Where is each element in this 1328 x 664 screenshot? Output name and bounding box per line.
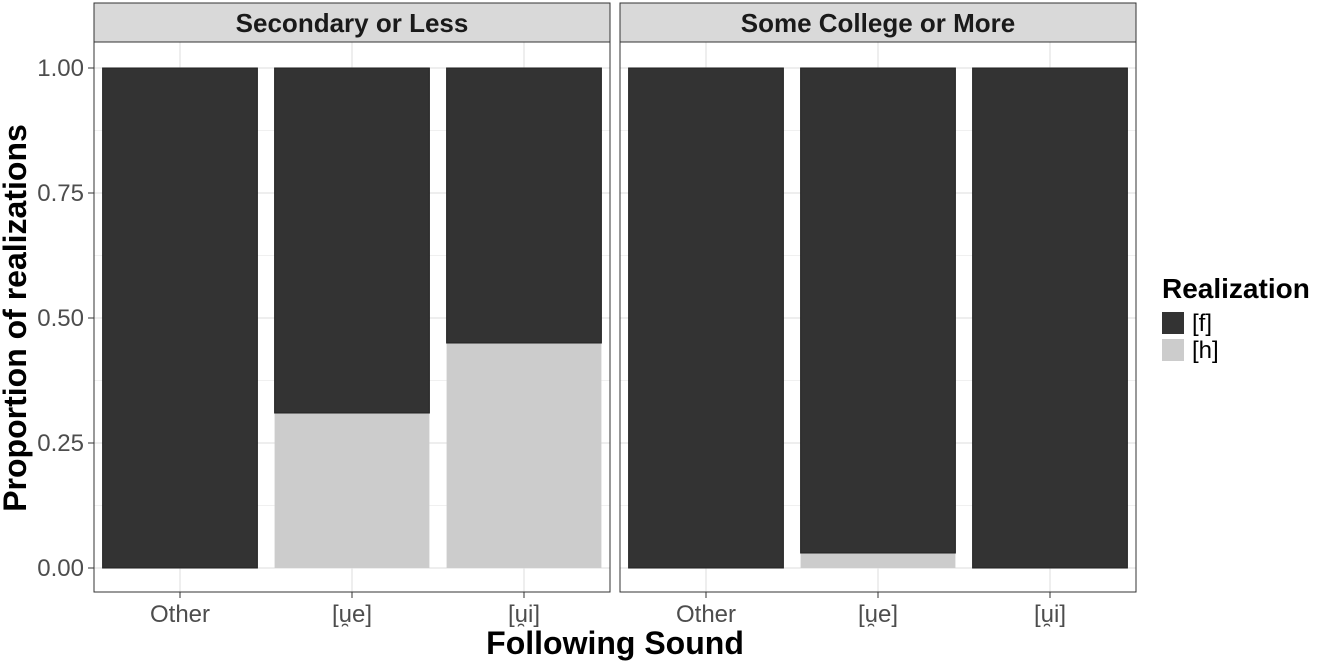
- legend-title: Realization: [1162, 273, 1310, 304]
- y-tick-labels: 0.00 0.25 0.50 0.75 1.00: [37, 55, 94, 582]
- facet-strip-label: Some College or More: [741, 8, 1016, 38]
- x-tick-label: [u̯i]: [1034, 601, 1066, 628]
- facet-strip: [619, 2, 1137, 43]
- bar-segment: [274, 67, 430, 414]
- facet-panel: Some College or More Other [u̯e] [u̯i]: [619, 2, 1137, 628]
- legend-label: [f]: [1192, 310, 1212, 337]
- y-axis-title: Proportion of realizations: [0, 124, 33, 512]
- bar-segment: [274, 413, 430, 568]
- y-tick-label: 1.00: [37, 55, 84, 82]
- y-tick-label: 0.25: [37, 430, 84, 457]
- legend: Realization [f][h]: [1162, 273, 1310, 364]
- bar-segment: [102, 67, 258, 569]
- x-tick-label: Other: [676, 601, 736, 628]
- facet-panel: Secondary or Less Other [u̯e] [u̯i]: [93, 2, 611, 628]
- y-tick-label: 0.75: [37, 180, 84, 207]
- x-tick-label: [u̯e]: [332, 601, 372, 628]
- x-tick-label: Other: [150, 601, 210, 628]
- y-tick-label: 0.50: [37, 305, 84, 332]
- facet-strip: [93, 2, 611, 43]
- bar-segment: [800, 553, 956, 568]
- x-tick-label: [u̯e]: [858, 601, 898, 628]
- bar-segment: [800, 67, 956, 554]
- legend-label: [h]: [1192, 337, 1219, 364]
- bar-segment: [628, 67, 784, 569]
- bar-segment: [446, 343, 602, 568]
- facet-strip-label: Secondary or Less: [236, 8, 469, 38]
- legend-swatch: [1162, 312, 1184, 334]
- x-tick-label: [u̯i]: [508, 601, 540, 628]
- x-axis-title: Following Sound: [486, 625, 744, 661]
- legend-swatch: [1162, 339, 1184, 361]
- bar-segment: [446, 67, 602, 344]
- y-tick-label: 0.00: [37, 555, 84, 582]
- bar-segment: [972, 67, 1128, 569]
